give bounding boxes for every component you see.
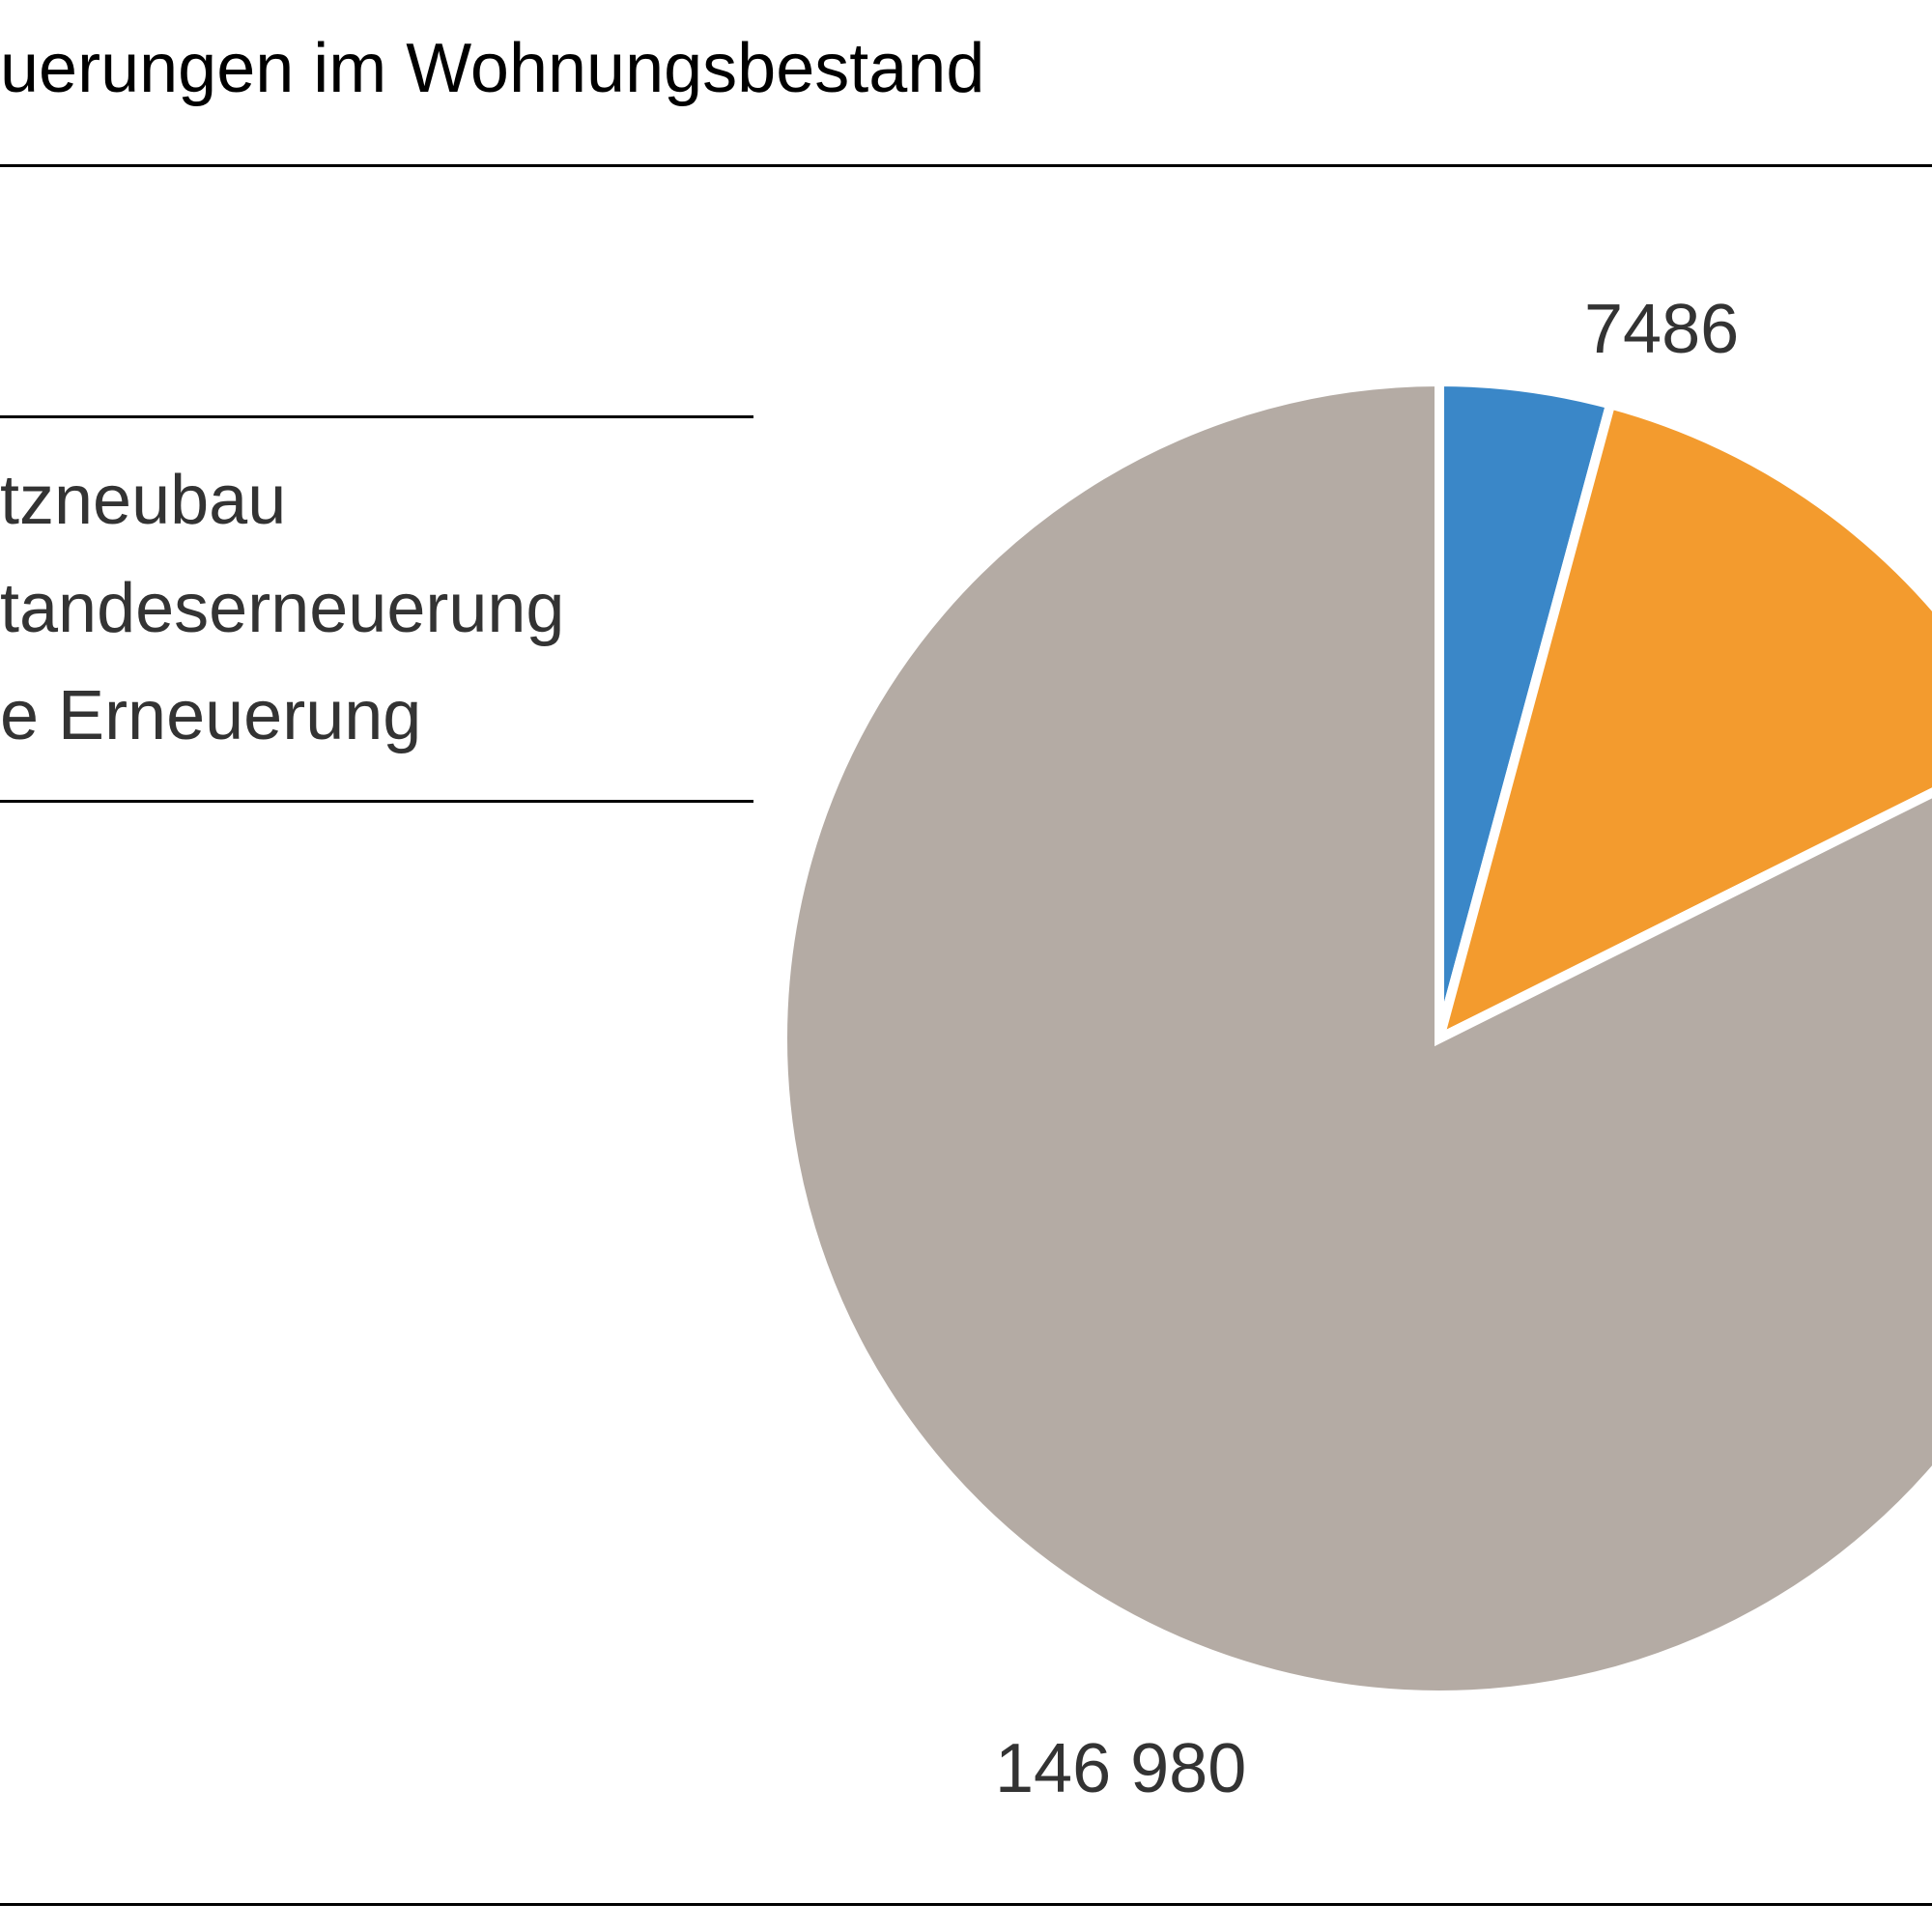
data-label: 146 980 [995,1729,1246,1808]
legend-items: tzneubau tandeserneuerung e Erneuerung [0,418,753,800]
legend-rule-bottom [0,800,753,803]
chart-title: uerungen im Wohnungsbestand [0,29,984,108]
title-rule [0,164,1932,167]
legend-item: tzneubau [0,447,753,555]
legend-item: e Erneuerung [0,663,753,771]
pie-chart [769,368,1932,1714]
data-label: 7486 [1584,290,1739,369]
legend-item: tandeserneuerung [0,555,753,664]
legend: tzneubau tandeserneuerung e Erneuerung [0,415,753,803]
chart-container: uerungen im Wohnungsbestand tzneubau tan… [0,0,1932,1932]
bottom-rule [0,1903,1932,1906]
